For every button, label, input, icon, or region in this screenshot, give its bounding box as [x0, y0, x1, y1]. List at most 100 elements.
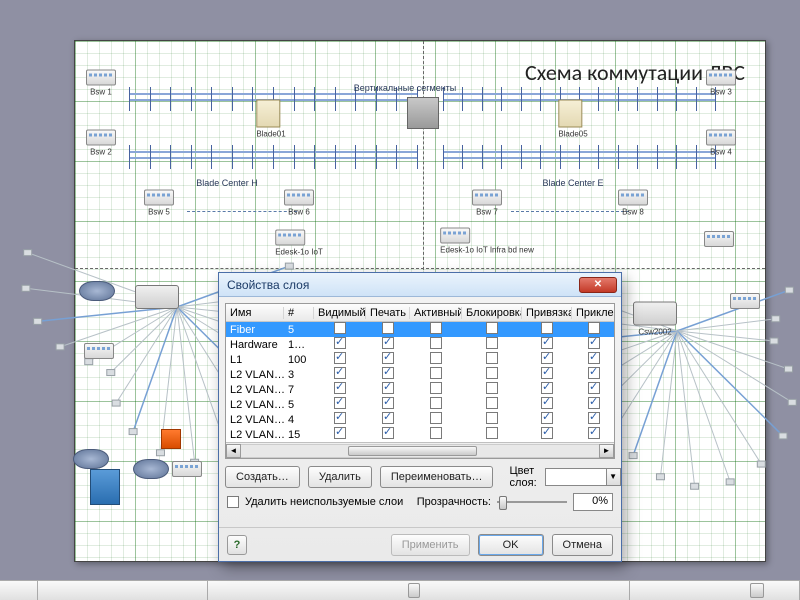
apply-button[interactable]: Применить — [391, 534, 470, 556]
checkbox[interactable] — [334, 427, 346, 439]
checkbox[interactable] — [588, 412, 600, 424]
checkbox[interactable] — [334, 337, 346, 349]
list-header[interactable]: Имя # Видимый Печать Активный Блокировка… — [226, 304, 614, 322]
hscroll-track-2[interactable] — [630, 581, 800, 600]
col-snap[interactable]: Привязка — [522, 307, 572, 319]
switch-device[interactable]: Bsw 4 — [706, 130, 736, 157]
checkbox[interactable] — [588, 367, 600, 379]
switch-device[interactable] — [84, 343, 114, 359]
sheet-tab[interactable] — [38, 581, 208, 600]
create-button[interactable]: Создать… — [225, 466, 300, 488]
tower-device[interactable] — [90, 469, 120, 505]
cloud-device[interactable] — [73, 449, 109, 469]
col-print[interactable]: Печать — [366, 307, 410, 319]
layer-color-swatch[interactable] — [545, 468, 607, 486]
checkbox[interactable] — [334, 367, 346, 379]
switch-device[interactable]: Bsw 3 — [706, 70, 736, 97]
rename-button[interactable]: Переименовать… — [380, 466, 494, 488]
rack-device[interactable] — [407, 97, 439, 129]
checkbox[interactable] — [430, 397, 442, 409]
checkbox[interactable] — [588, 397, 600, 409]
checkbox[interactable] — [486, 397, 498, 409]
layer-row[interactable]: L2 VLAN…5 — [226, 397, 614, 412]
switch-device[interactable]: Edesk-1о IoT Infra bd new — [440, 228, 534, 255]
checkbox[interactable] — [588, 427, 600, 439]
dialog-titlebar[interactable]: Свойства слоя ✕ — [219, 273, 621, 297]
switch-device[interactable]: Bsw 6 — [284, 190, 314, 217]
cloud-device[interactable] — [79, 281, 115, 301]
scroll-thumb[interactable] — [348, 446, 477, 456]
delete-unused-checkbox[interactable] — [227, 496, 239, 508]
layer-row[interactable]: Hardware1… — [226, 337, 614, 352]
scroll-left-button[interactable]: ◄ — [226, 444, 241, 458]
checkbox[interactable] — [486, 427, 498, 439]
switch-device[interactable]: Bsw 5 — [144, 190, 174, 217]
checkbox[interactable] — [430, 352, 442, 364]
col-glue[interactable]: Приклеи — [572, 307, 615, 319]
checkbox[interactable] — [486, 367, 498, 379]
switch-device[interactable]: Edesk-1о IoT — [275, 230, 323, 257]
col-num[interactable]: # — [284, 307, 314, 319]
switch-device[interactable] — [704, 231, 734, 247]
col-name[interactable]: Имя — [226, 307, 284, 319]
checkbox[interactable] — [541, 352, 553, 364]
checkbox[interactable] — [486, 337, 498, 349]
checkbox[interactable] — [382, 382, 394, 394]
checkbox[interactable] — [430, 322, 442, 334]
scroll-right-button[interactable]: ► — [599, 444, 614, 458]
list-hscroll[interactable]: ◄ ► — [226, 442, 614, 458]
checkbox[interactable] — [541, 367, 553, 379]
checkbox[interactable] — [334, 412, 346, 424]
checkbox[interactable] — [334, 322, 346, 334]
col-visible[interactable]: Видимый — [314, 307, 366, 319]
layer-row[interactable]: L2 VLAN…4 — [226, 412, 614, 427]
checkbox[interactable] — [430, 427, 442, 439]
checkbox[interactable] — [430, 412, 442, 424]
col-lock[interactable]: Блокировка — [462, 307, 522, 319]
checkbox[interactable] — [430, 367, 442, 379]
hscroll-track[interactable] — [208, 581, 630, 600]
switch-device[interactable] — [730, 293, 760, 309]
checkbox[interactable] — [486, 382, 498, 394]
checkbox[interactable] — [382, 367, 394, 379]
checkbox[interactable] — [382, 427, 394, 439]
checkbox[interactable] — [486, 352, 498, 364]
delete-button[interactable]: Удалить — [308, 466, 372, 488]
checkbox[interactable] — [588, 337, 600, 349]
hscroll-thumb[interactable] — [408, 583, 420, 598]
server-device[interactable]: Blade05 — [558, 100, 587, 139]
switch-device[interactable]: Bsw 2 — [86, 130, 116, 157]
close-button[interactable]: ✕ — [579, 277, 617, 293]
switch-device[interactable] — [172, 461, 202, 477]
checkbox[interactable] — [541, 412, 553, 424]
tab-nav-first[interactable] — [0, 581, 38, 600]
layer-row[interactable]: L2 VLAN…15 — [226, 427, 614, 442]
switch-device[interactable]: Bsw 7 — [472, 190, 502, 217]
layer-row[interactable]: L2 VLAN…7 — [226, 382, 614, 397]
switch-device[interactable]: Bsw 1 — [86, 70, 116, 97]
col-active[interactable]: Активный — [410, 307, 462, 319]
cancel-button[interactable]: Отмена — [552, 534, 613, 556]
checkbox[interactable] — [382, 412, 394, 424]
checkbox[interactable] — [382, 322, 394, 334]
cloud-device[interactable] — [133, 459, 169, 479]
checkbox[interactable] — [588, 322, 600, 334]
checkbox[interactable] — [430, 382, 442, 394]
checkbox[interactable] — [588, 382, 600, 394]
layer-row[interactable]: L2 VLAN…3 — [226, 367, 614, 382]
checkbox[interactable] — [541, 397, 553, 409]
switch-device[interactable]: Bsw 8 — [618, 190, 648, 217]
transparency-slider[interactable] — [497, 494, 567, 510]
checkbox[interactable] — [541, 337, 553, 349]
checkbox[interactable] — [382, 397, 394, 409]
server-device[interactable]: Blade01 — [256, 100, 285, 139]
layer-color-dropdown[interactable]: ▼ — [607, 468, 621, 486]
checkbox[interactable] — [541, 382, 553, 394]
checkbox[interactable] — [334, 382, 346, 394]
help-icon[interactable]: ? — [227, 535, 247, 555]
checkbox[interactable] — [588, 352, 600, 364]
checkbox[interactable] — [334, 397, 346, 409]
checkbox[interactable] — [334, 352, 346, 364]
checkbox[interactable] — [541, 427, 553, 439]
checkbox[interactable] — [430, 337, 442, 349]
